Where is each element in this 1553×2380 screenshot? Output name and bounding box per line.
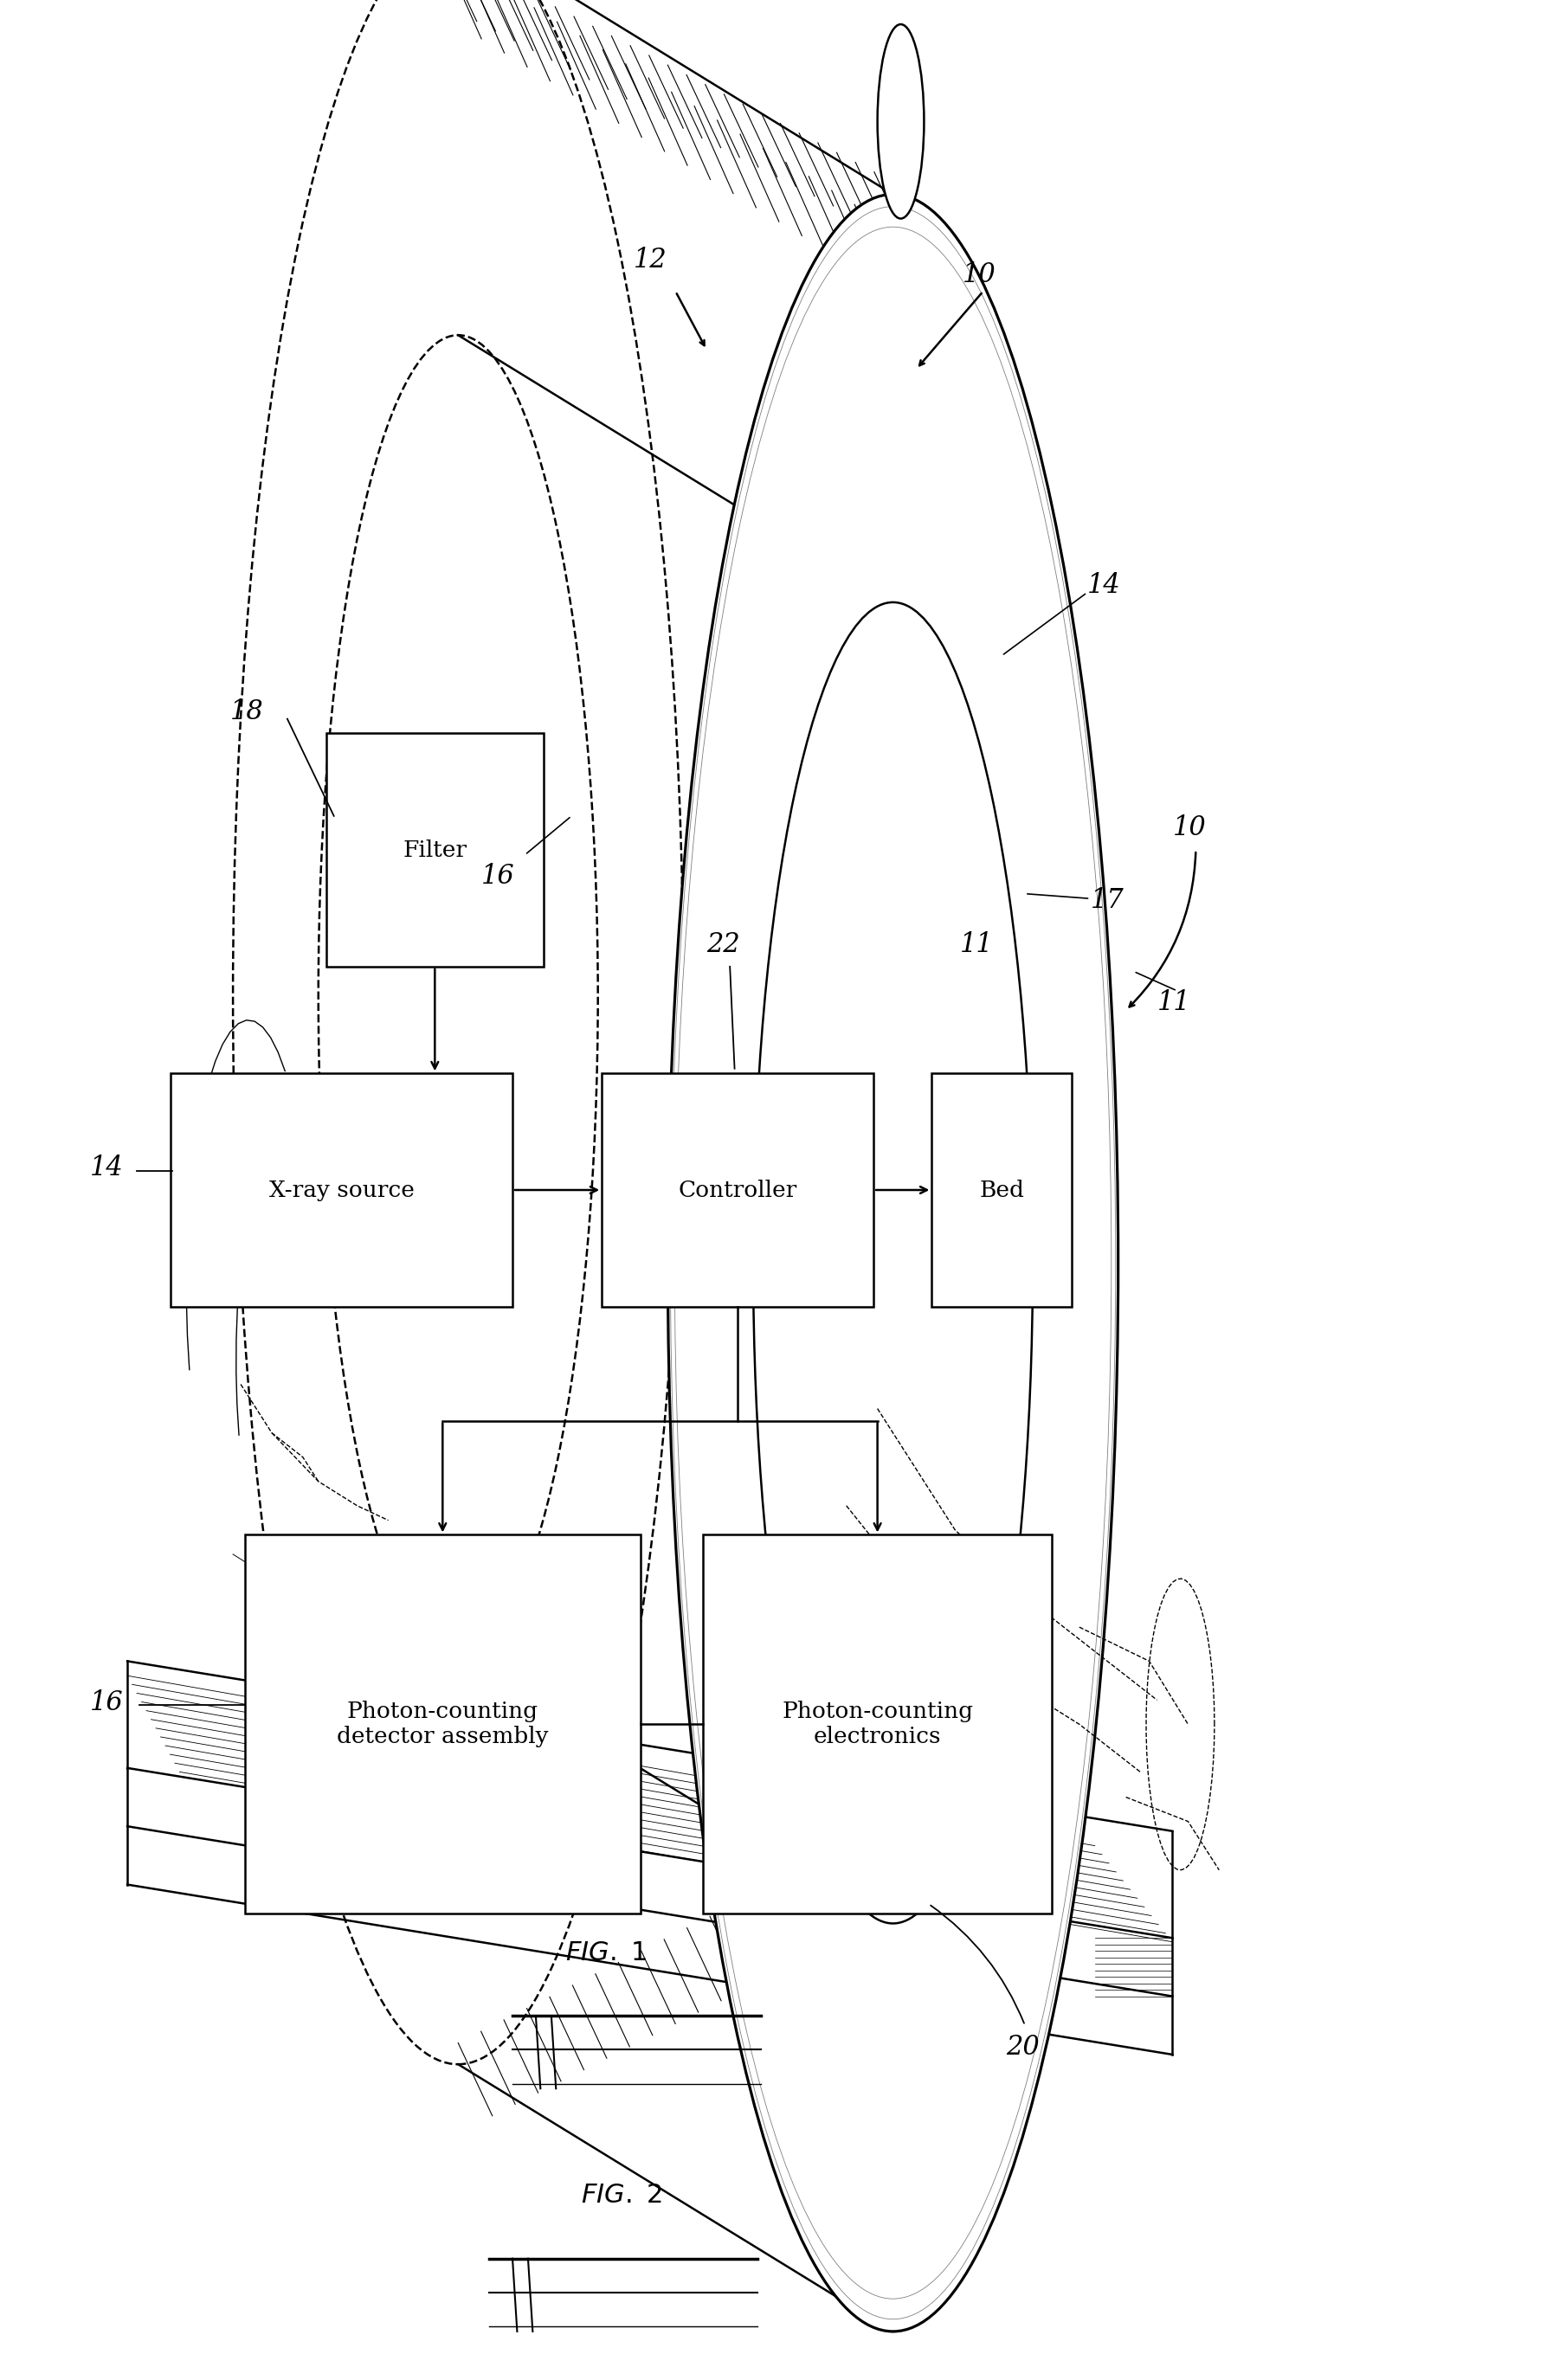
Bar bbox=[244, 1535, 640, 1914]
Text: Filter: Filter bbox=[402, 840, 467, 862]
Text: Controller: Controller bbox=[679, 1178, 797, 1202]
Text: Photon-counting
detector assembly: Photon-counting detector assembly bbox=[337, 1702, 548, 1747]
Text: 18: 18 bbox=[230, 697, 264, 726]
Text: 10: 10 bbox=[1173, 814, 1207, 843]
Ellipse shape bbox=[877, 24, 924, 219]
Text: 22: 22 bbox=[707, 931, 741, 959]
Text: X-ray source: X-ray source bbox=[269, 1178, 415, 1202]
Text: 16: 16 bbox=[90, 1690, 124, 1716]
Text: $\mathit{FIG.\ 1}$: $\mathit{FIG.\ 1}$ bbox=[565, 1940, 646, 1966]
Text: 11: 11 bbox=[960, 931, 994, 959]
Text: 14: 14 bbox=[1087, 571, 1121, 600]
Ellipse shape bbox=[753, 602, 1033, 1923]
Text: 11: 11 bbox=[1157, 990, 1191, 1016]
Ellipse shape bbox=[668, 195, 1118, 2332]
Bar bbox=[326, 733, 544, 966]
Text: 10: 10 bbox=[963, 262, 997, 288]
Text: 12: 12 bbox=[634, 248, 668, 274]
Bar bbox=[601, 1073, 873, 1307]
Text: 14: 14 bbox=[90, 1154, 124, 1180]
Text: $\mathit{FIG.\ 2}$: $\mathit{FIG.\ 2}$ bbox=[581, 2182, 662, 2209]
Text: 17: 17 bbox=[1090, 888, 1124, 914]
Ellipse shape bbox=[668, 195, 1118, 2332]
Bar bbox=[702, 1535, 1053, 1914]
Text: 16: 16 bbox=[481, 864, 516, 890]
Bar bbox=[171, 1073, 512, 1307]
Text: Bed: Bed bbox=[980, 1178, 1023, 1202]
Text: Photon-counting
electronics: Photon-counting electronics bbox=[781, 1702, 974, 1747]
Text: 20: 20 bbox=[1006, 2035, 1041, 2061]
Bar bbox=[932, 1073, 1072, 1307]
